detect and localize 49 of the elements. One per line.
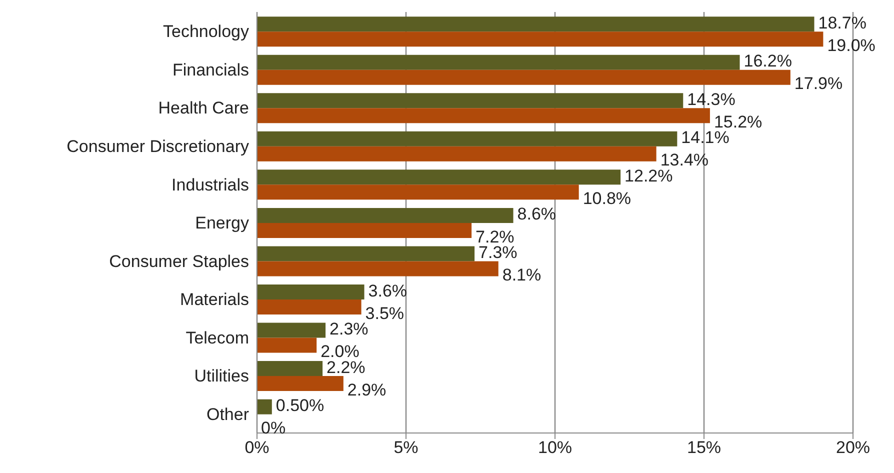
bar (257, 184, 579, 200)
bar (257, 108, 710, 124)
y-tick-label: Technology (162, 22, 250, 42)
x-tick-label: 5% (394, 438, 418, 458)
bar (257, 322, 326, 338)
bar (257, 54, 740, 70)
data-label: 3.6% (368, 281, 408, 300)
x-tick-label: 20% (836, 438, 870, 458)
data-label: 17.9% (794, 74, 843, 94)
y-tick-label: Consumer Discretionary (66, 136, 250, 156)
bar (257, 208, 514, 223)
y-tick-label: Health Care (158, 98, 249, 118)
x-tick-label: 10% (538, 438, 572, 458)
y-tick-label: Other (206, 404, 250, 424)
y-tick-label: Energy (195, 214, 250, 233)
y-tick-label: Materials (180, 290, 249, 310)
bar (257, 376, 344, 392)
y-tick-label: Industrials (172, 175, 249, 194)
x-tick-label: 15% (686, 438, 722, 458)
bar (257, 361, 323, 376)
data-label: 8.6% (517, 204, 556, 224)
data-label: 2.9% (347, 380, 386, 400)
bar (257, 300, 362, 314)
data-label: 16.2% (744, 52, 792, 71)
bar (257, 131, 678, 146)
bar (257, 70, 790, 85)
data-label: 18.7% (818, 13, 866, 32)
y-tick-label: Utilities (194, 366, 249, 386)
y-tick-label: Telecom (186, 328, 249, 348)
data-label: 8.1% (502, 266, 542, 285)
y-tick-label: Financials (172, 60, 249, 80)
bar (257, 284, 364, 300)
data-label: 14.3% (687, 90, 736, 109)
bar (257, 93, 684, 108)
x-tick-label: 0% (244, 438, 270, 458)
data-label: 19.0% (827, 36, 876, 55)
bar (257, 399, 272, 414)
bar (257, 32, 824, 47)
bar (257, 146, 656, 162)
bar (257, 16, 814, 32)
bar (257, 246, 475, 262)
bar (257, 261, 498, 276)
bar (257, 222, 472, 238)
bar (257, 338, 317, 353)
data-label: 10.8% (582, 188, 632, 208)
y-tick-label: Consumer Staples (109, 252, 249, 271)
data-label: 0.50% (276, 396, 324, 416)
data-label: 0% (261, 418, 286, 438)
bar (257, 170, 621, 185)
